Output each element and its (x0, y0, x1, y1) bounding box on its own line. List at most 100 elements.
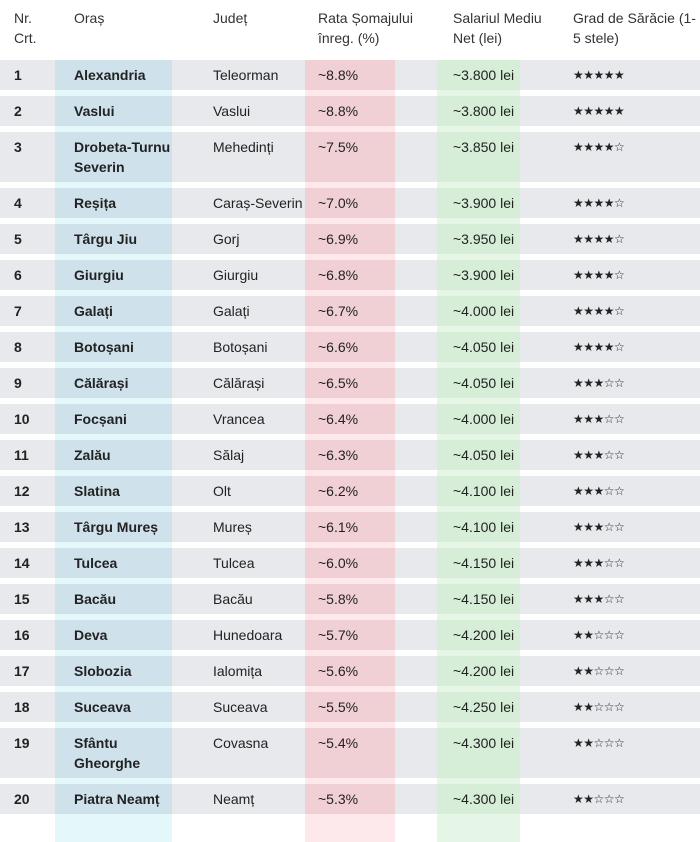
unemployment-rate: ~6.6% (305, 332, 395, 362)
row-number: 12 (14, 483, 30, 499)
unemployment-rate: ~6.1% (305, 512, 395, 542)
unemployment-rate: ~6.3% (305, 440, 395, 470)
table-row: 9 Călărași Călărași ~6.5% ~4.050 lei ★★★☆☆ (0, 368, 700, 398)
city-name: Zalău (55, 440, 172, 470)
row-number: 3 (14, 139, 22, 155)
unemployment-rate: ~8.8% (305, 60, 395, 90)
poverty-stars: ★★★☆☆ (573, 448, 625, 462)
county-name: Vrancea (213, 411, 265, 427)
table-row: 1 Alexandria Teleorman ~8.8% ~3.800 lei ★★★★★ (0, 60, 700, 90)
average-salary: ~3.850 lei (437, 132, 520, 182)
poverty-stars: ★★★★★ (573, 104, 625, 118)
spacer (395, 260, 437, 290)
row-number: 9 (14, 375, 22, 391)
unemployment-rate: ~6.7% (305, 296, 395, 326)
spacer (395, 728, 437, 778)
table-row: 17 Slobozia Ialomița ~5.6% ~4.200 lei ★★☆☆☆ (0, 656, 700, 686)
table-row: 20 Piatra Neamț Neamț ~5.3% ~4.300 lei ★★☆☆☆ (0, 784, 700, 814)
header-oras: Oraș (74, 10, 105, 26)
spacer (395, 584, 437, 614)
city-name: Galați (55, 296, 172, 326)
table-row: 4 Reșița Caraș-Severin ~7.0% ~3.900 lei ★★★★☆ (0, 188, 700, 218)
county-name: Covasna (213, 735, 269, 751)
county-name: Suceava (213, 699, 268, 715)
average-salary: ~4.150 lei (437, 584, 520, 614)
header-nr: Nr. Crt. (14, 10, 37, 46)
row-number: 2 (14, 103, 22, 119)
county-name: Vaslui (213, 103, 251, 119)
row-number: 15 (14, 591, 30, 607)
county-name: Mehedinți (213, 139, 274, 155)
row-number: 8 (14, 339, 22, 355)
city-name: Târgu Mureș (55, 512, 172, 542)
table-row: 5 Târgu Jiu Gorj ~6.9% ~3.950 lei ★★★★☆ (0, 224, 700, 254)
average-salary: ~3.900 lei (437, 188, 520, 218)
unemployment-rate: ~6.5% (305, 368, 395, 398)
table-row: 12 Slatina Olt ~6.2% ~4.100 lei ★★★☆☆ (0, 476, 700, 506)
spacer (395, 224, 437, 254)
average-salary: ~4.050 lei (437, 440, 520, 470)
row-number: 16 (14, 627, 30, 643)
row-number: 10 (14, 411, 30, 427)
average-salary: ~4.000 lei (437, 296, 520, 326)
city-name: Călărași (55, 368, 172, 398)
poverty-stars: ★★☆☆☆ (573, 628, 625, 642)
spacer (395, 548, 437, 578)
unemployment-rate: ~6.4% (305, 404, 395, 434)
row-number: 5 (14, 231, 22, 247)
unemployment-rate: ~5.3% (305, 784, 395, 814)
table-row: 10 Focșani Vrancea ~6.4% ~4.000 lei ★★★☆☆ (0, 404, 700, 434)
poverty-stars: ★★★★☆ (573, 232, 625, 246)
spacer (395, 332, 437, 362)
row-number: 17 (14, 663, 30, 679)
county-name: Călărași (213, 375, 265, 391)
city-name: Piatra Neamț (55, 784, 172, 814)
city-name: Slatina (55, 476, 172, 506)
row-number: 1 (14, 67, 22, 83)
unemployment-rate: ~6.9% (305, 224, 395, 254)
unemployment-rate: ~6.8% (305, 260, 395, 290)
table-row: 13 Târgu Mureș Mureș ~6.1% ~4.100 lei ★★★☆☆ (0, 512, 700, 542)
city-name: Reșița (55, 188, 172, 218)
table-row: 3 Drobeta-Turnu Severin Mehedinți ~7.5% ~3.8… (0, 132, 700, 182)
unemployment-rate: ~5.5% (305, 692, 395, 722)
poverty-stars: ★★★★★ (573, 68, 625, 82)
average-salary: ~4.050 lei (437, 368, 520, 398)
unemployment-rate: ~7.5% (305, 132, 395, 182)
county-name: Olt (213, 483, 231, 499)
table-row: 18 Suceava Suceava ~5.5% ~4.250 lei ★★☆☆☆ (0, 692, 700, 722)
row-number: 20 (14, 791, 30, 807)
row-number: 14 (14, 555, 30, 571)
table-row: 7 Galați Galați ~6.7% ~4.000 lei ★★★★☆ (0, 296, 700, 326)
county-name: Gorj (213, 231, 240, 247)
row-number: 7 (14, 303, 22, 319)
average-salary: ~3.800 lei (437, 60, 520, 90)
county-name: Galați (213, 303, 250, 319)
row-number: 18 (14, 699, 30, 715)
unemployment-rate: ~5.8% (305, 584, 395, 614)
average-salary: ~4.100 lei (437, 476, 520, 506)
spacer (395, 692, 437, 722)
unemployment-rate: ~7.0% (305, 188, 395, 218)
average-salary: ~4.050 lei (437, 332, 520, 362)
table-row: 11 Zalău Sălaj ~6.3% ~4.050 lei ★★★☆☆ (0, 440, 700, 470)
county-name: Tulcea (213, 555, 255, 571)
poverty-stars: ★★★☆☆ (573, 592, 625, 606)
poverty-stars: ★★★★☆ (573, 340, 625, 354)
average-salary: ~3.950 lei (437, 224, 520, 254)
county-name: Teleorman (213, 67, 279, 83)
unemployment-rate: ~5.7% (305, 620, 395, 650)
county-name: Giurgiu (213, 267, 259, 283)
average-salary: ~4.250 lei (437, 692, 520, 722)
spacer (395, 784, 437, 814)
spacer (395, 188, 437, 218)
average-salary: ~4.100 lei (437, 512, 520, 542)
poverty-stars: ★★★★☆ (573, 140, 625, 154)
spacer (395, 512, 437, 542)
table-row: 6 Giurgiu Giurgiu ~6.8% ~3.900 lei ★★★★☆ (0, 260, 700, 290)
city-name: Deva (55, 620, 172, 650)
poverty-stars: ★★★☆☆ (573, 520, 625, 534)
unemployment-rate: ~5.6% (305, 656, 395, 686)
poverty-stars: ★★★★☆ (573, 304, 625, 318)
